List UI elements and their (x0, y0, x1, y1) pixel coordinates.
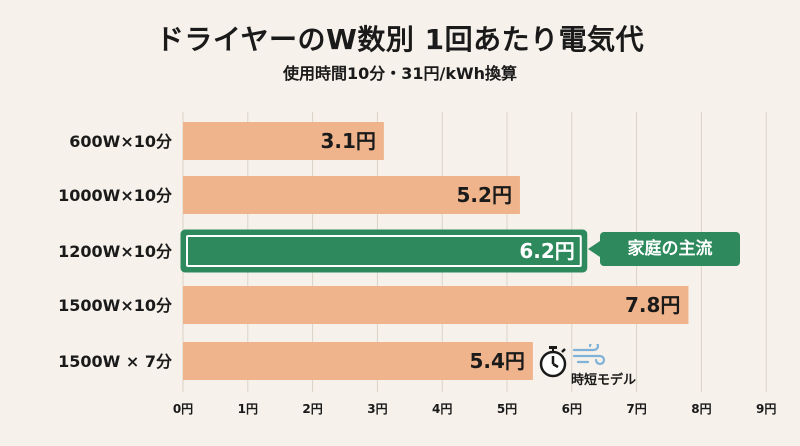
wind-icon (572, 344, 606, 366)
bar-value-label: 7.8円 (625, 293, 680, 317)
x-tick-label: 9円 (756, 402, 776, 416)
x-tick-label: 7円 (626, 402, 646, 416)
category-label: 1000W×10分 (58, 186, 172, 205)
x-tick-label: 1円 (238, 402, 258, 416)
bar-highlight-outline (180, 229, 588, 273)
stopwatch-icon (539, 346, 567, 378)
category-label: 1500W×10分 (58, 296, 172, 315)
x-tick-label: 5円 (497, 402, 517, 416)
bar-value-label: 3.1円 (320, 129, 375, 153)
x-tick-label: 3円 (367, 402, 387, 416)
x-tick-label: 4円 (432, 402, 452, 416)
x-tick-label: 8円 (691, 402, 711, 416)
x-tick-label: 2円 (302, 402, 322, 416)
chart-subtitle: 使用時間10分・31円/kWh換算 (282, 64, 518, 83)
category-label: 600W×10分 (69, 132, 172, 151)
bar (183, 342, 533, 380)
bar-value-label: 6.2円 (519, 239, 574, 263)
x-tick-label: 6円 (562, 402, 582, 416)
bar (183, 122, 384, 160)
highlight-callout: 家庭の主流 (588, 232, 740, 266)
quick-mode-label: 時短モデル (571, 373, 637, 388)
category-label: 1200W×10分 (58, 242, 172, 261)
category-label: 1500W × 7分 (58, 352, 172, 371)
bar-highlight-inner-border (186, 235, 582, 267)
chart-title: ドライヤーのW数別 1回あたり電気代 (155, 23, 645, 56)
bar (183, 286, 689, 324)
bar-value-label: 5.4円 (469, 349, 524, 373)
bar (183, 176, 520, 214)
x-tick-label: 0円 (173, 402, 193, 416)
bar-value-label: 5.2円 (457, 183, 512, 207)
